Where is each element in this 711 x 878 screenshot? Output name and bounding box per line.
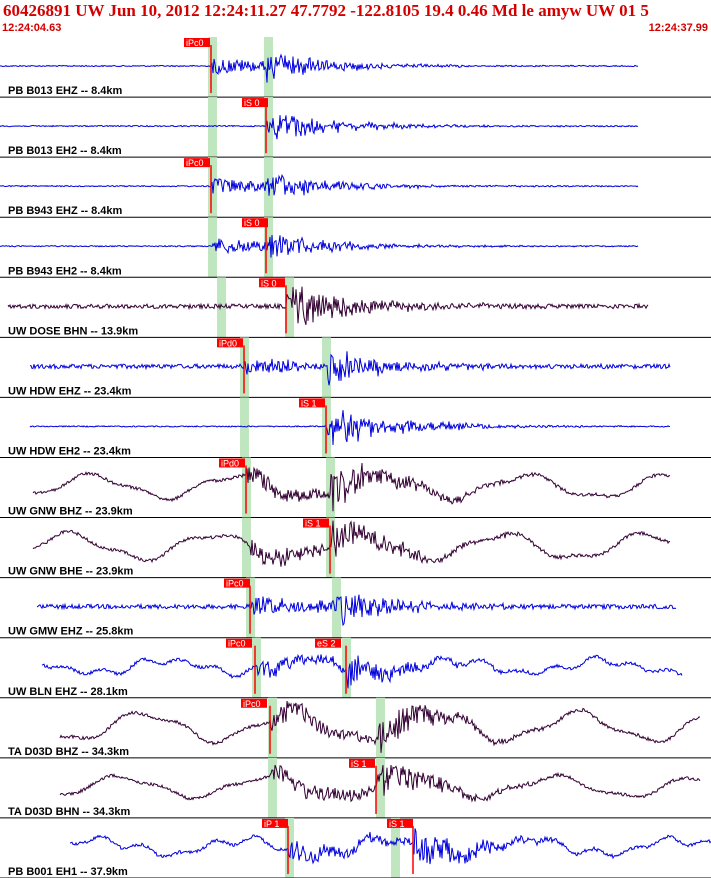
p-window (242, 517, 251, 578)
pick-flag[interactable] (224, 578, 250, 588)
seismogram-panel[interactable]: iPc0 PB B013 EHZ -- 8.4km iS 0 PB B013 EH2 … (0, 37, 711, 878)
waveform (0, 173, 639, 196)
pick-flag[interactable] (349, 758, 375, 768)
event-header: 60426891 UW Jun 10, 2012 12:24:11.27 47.… (0, 0, 711, 37)
trace-label: PB B013 EHZ -- 8.4km (8, 85, 123, 97)
trace-row[interactable]: iS 0 PB B013 EH2 -- 8.4km (0, 97, 711, 158)
pick-label: iPc0 (186, 38, 204, 48)
pick-label: iS 1 (351, 759, 367, 769)
trace-row[interactable]: iS 1 TA D03D BHN -- 34.3km (0, 757, 711, 819)
pick-label: iP 1 (264, 819, 279, 829)
pick-flag[interactable] (217, 338, 243, 348)
pick-label: iS 1 (389, 819, 405, 829)
waveform (0, 234, 639, 258)
p-window (217, 277, 226, 338)
pick-flag[interactable] (226, 638, 252, 648)
trace-label: UW GNW BHZ -- 23.9km (8, 506, 133, 518)
trace-row[interactable]: iS 1 UW HDW EH2 -- 23.4km (0, 397, 711, 458)
trace-label: PB B013 EH2 -- 8.4km (8, 145, 122, 157)
pick-flag[interactable] (299, 398, 325, 408)
p-window (268, 757, 277, 818)
trace-row[interactable]: iPc0 UW GMW EHZ -- 25.8km (0, 577, 711, 639)
trace-row[interactable]: iPc0 TA D03D BHZ -- 34.3km (0, 697, 711, 759)
pick-flag[interactable] (242, 218, 268, 228)
trace-row[interactable]: iS 1 UW GNW BHE -- 23.9km (0, 517, 711, 579)
pick-flag[interactable] (241, 698, 267, 708)
pick-flag[interactable] (184, 158, 210, 168)
waveform (36, 594, 677, 627)
waveform (29, 410, 671, 446)
trace-label: PB B001 EH1 -- 37.9km (8, 866, 128, 878)
pick-flag[interactable] (303, 518, 329, 528)
waveform (32, 520, 671, 567)
trace-row[interactable]: iS 0 UW DOSE BHN -- 13.9km (0, 277, 711, 338)
trace-label: UW HDW EH2 -- 23.4km (8, 445, 131, 457)
waveform (59, 764, 701, 803)
waveform (0, 115, 639, 140)
trace-label: TA D03D BHZ -- 34.3km (8, 746, 129, 758)
pick-flag[interactable] (184, 38, 210, 47)
pick-flag[interactable] (262, 818, 288, 828)
trace-row[interactable]: iPd0 UW HDW EHZ -- 23.4km (0, 337, 711, 398)
waveform (0, 53, 638, 83)
pick-label: iPc0 (228, 639, 246, 649)
pick-flag[interactable] (219, 458, 245, 468)
window-start-time: 12:24:04.63 (2, 22, 62, 34)
waveform (7, 286, 649, 325)
window-end-time: 12:24:37.99 (648, 22, 708, 34)
trace-label: TA D03D BHN -- 34.3km (8, 806, 130, 818)
s-window (285, 277, 294, 338)
pick-label: iS 1 (301, 398, 317, 408)
trace-row[interactable]: iP 1 iS 1 PB B001 EH1 -- 37.9km (0, 817, 711, 878)
pick-label: iS 0 (244, 98, 260, 108)
pick-label: iPc0 (243, 699, 261, 709)
pick-flag[interactable] (259, 278, 285, 288)
trace-label: UW HDW EHZ -- 23.4km (8, 385, 132, 397)
trace-row[interactable]: iPc0 eS 2 UW BLN EHZ -- 28.1km (0, 637, 711, 699)
waveform (69, 828, 711, 865)
trace-label: UW DOSE BHN -- 13.9km (8, 325, 138, 337)
pick-flag[interactable] (315, 638, 341, 648)
trace-label: UW GMW EHZ -- 25.8km (8, 626, 134, 638)
waveform (29, 351, 671, 386)
pick-label: iPc0 (186, 158, 204, 168)
pick-label: eS 2 (317, 639, 336, 649)
pick-label: iS 0 (261, 278, 277, 288)
s-window (322, 337, 331, 398)
trace-label: UW GNW BHE -- 23.9km (8, 566, 134, 578)
pick-flag[interactable] (242, 98, 268, 108)
pick-label: iS 0 (244, 218, 260, 228)
pick-label: iPd0 (219, 338, 237, 348)
s-window (264, 97, 273, 158)
p-window (208, 97, 217, 158)
pick-label: iPc0 (226, 579, 244, 589)
pick-label: iS 1 (305, 519, 321, 529)
pick-flag[interactable] (387, 818, 413, 828)
p-window (240, 397, 249, 458)
trace-row[interactable]: iPc0 PB B943 EHZ -- 8.4km (0, 157, 711, 218)
trace-row[interactable]: iPd0 UW GNW BHZ -- 23.9km (0, 457, 711, 519)
waveform (59, 700, 701, 753)
trace-label: PB B943 EHZ -- 8.4km (8, 205, 123, 217)
p-window (252, 637, 261, 698)
event-title: 60426891 UW Jun 10, 2012 12:24:11.27 47.… (3, 1, 649, 20)
trace-label: UW BLN EHZ -- 28.1km (8, 686, 128, 698)
p-window (208, 217, 217, 278)
pick-label: iPd0 (221, 458, 239, 468)
s-window (391, 817, 400, 878)
waveform (41, 653, 683, 689)
trace-row[interactable]: iS 0 PB B943 EH2 -- 8.4km (0, 217, 711, 278)
s-window (264, 217, 273, 278)
p-window (285, 817, 294, 878)
waveform (32, 462, 671, 512)
trace-label: PB B943 EH2 -- 8.4km (8, 265, 122, 277)
s-window (376, 757, 385, 818)
trace-row[interactable]: iPc0 PB B013 EHZ -- 8.4km (0, 37, 711, 98)
